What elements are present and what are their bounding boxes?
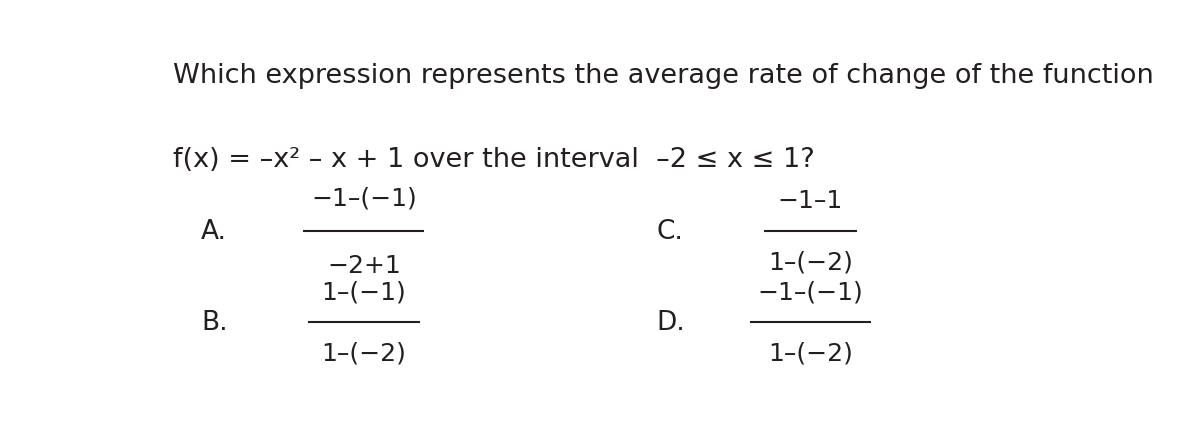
Text: A.: A.	[202, 218, 227, 244]
Text: −1–(−1): −1–(−1)	[311, 186, 416, 209]
Text: 1–(−1): 1–(−1)	[322, 280, 407, 304]
Text: −2+1: −2+1	[328, 253, 401, 277]
Text: 1–(−2): 1–(−2)	[322, 341, 407, 365]
Text: Which expression represents the average rate of change of the function: Which expression represents the average …	[173, 63, 1154, 88]
Text: C.: C.	[656, 218, 684, 244]
Text: −1–(−1): −1–(−1)	[757, 280, 863, 304]
Text: f(x) = –x² – x + 1 over the interval  –2 ≤ x ≤ 1?: f(x) = –x² – x + 1 over the interval –2 …	[173, 147, 815, 173]
Text: 1–(−2): 1–(−2)	[768, 250, 853, 274]
Text: B.: B.	[202, 309, 228, 336]
Text: D.: D.	[656, 309, 685, 336]
Text: −1–1: −1–1	[778, 189, 842, 213]
Text: 1–(−2): 1–(−2)	[768, 341, 853, 365]
